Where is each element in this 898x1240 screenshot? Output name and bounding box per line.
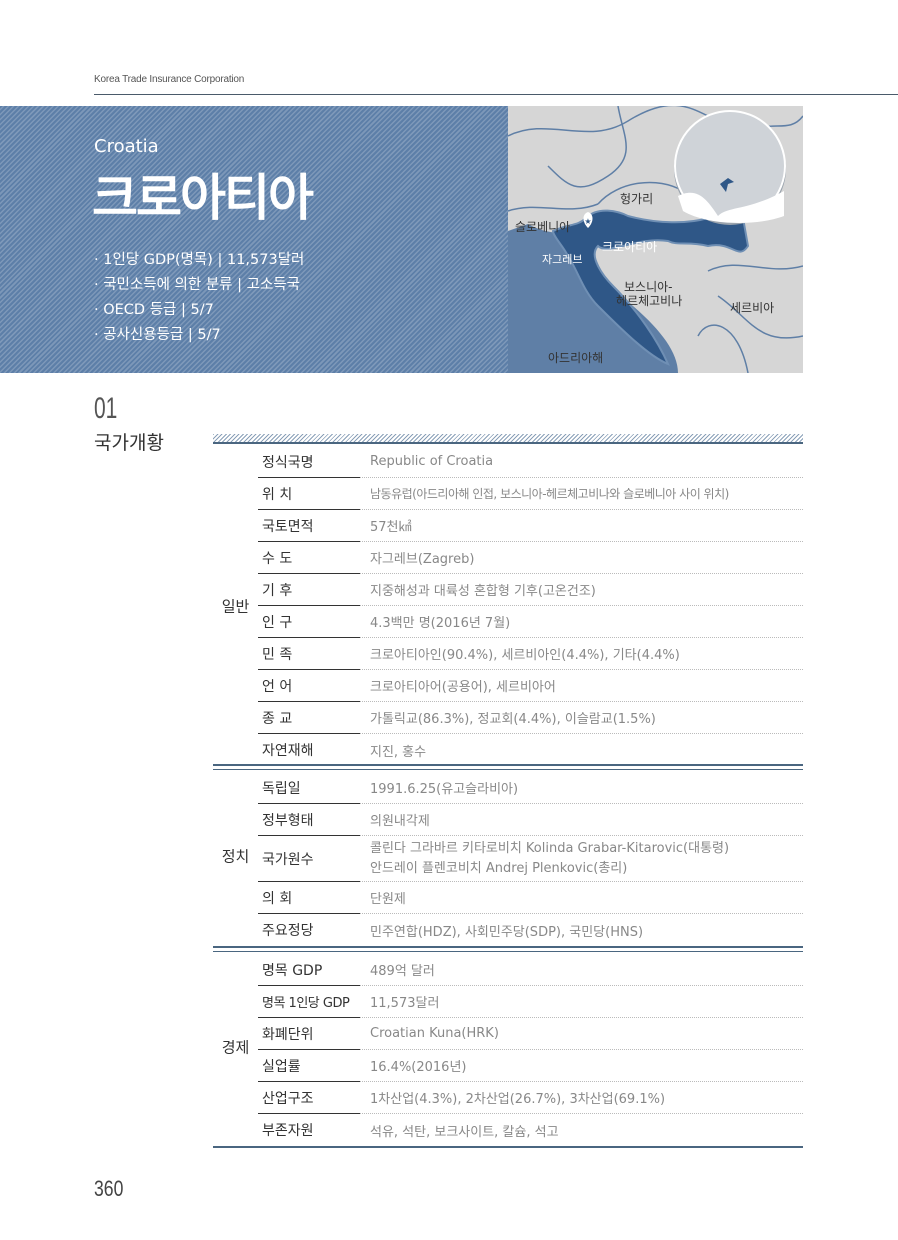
row-key: 부존자원 xyxy=(262,1123,314,1139)
table-row: 정식국명 Republic of Croatia xyxy=(258,446,803,478)
row-value: 지중해성과 대륙성 혼합형 기후(고온건조) xyxy=(360,574,803,606)
page-number: 360 xyxy=(94,1176,124,1201)
row-value: 남동유럽(아드리아해 인접, 보스니아-헤르체고비나와 슬로베니아 사이 위치) xyxy=(360,478,803,510)
table-row: 명목 1인당 GDP 11,573달러 xyxy=(258,986,803,1018)
row-value: 4.3백만 명(2016년 7월) xyxy=(360,606,803,638)
country-banner: Croatia 크로아티아 · 1인당 GDP(명목) | 11,573달러 ·… xyxy=(0,106,508,373)
row-key: 주요정당 xyxy=(262,923,314,939)
group-politics: 정치 독립일 1991.6.25(유고슬라비아) 정부형태 의원내각제 국가원수 콜린… xyxy=(213,764,803,946)
row-value: 크로아티아인(90.4%), 세르비아인(4.4%), 기타(4.4%) xyxy=(360,638,803,670)
table-row: 정부형태 의원내각제 xyxy=(258,804,803,836)
row-value: 11,573달러 xyxy=(360,986,803,1018)
row-key: 수 도 xyxy=(258,542,360,574)
table-row: 산업구조 1차산업(4.3%), 2차산업(26.7%), 3차산업(69.1%) xyxy=(258,1082,803,1114)
row-value: 1991.6.25(유고슬라비아) xyxy=(360,772,803,804)
label-serbia: 세르비아 xyxy=(730,301,775,315)
row-key: 국토면적 xyxy=(258,510,360,542)
row-key: 언 어 xyxy=(258,670,360,702)
country-name-en: Croatia xyxy=(94,136,159,157)
croatia-inset xyxy=(720,178,734,192)
key-facts: · 1인당 GDP(명목) | 11,573달러 · 국민소득에 의한 분류 |… xyxy=(94,248,304,348)
map-graphic: ★ xyxy=(508,106,803,373)
table-row: 위 치 남동유럽(아드리아해 인접, 보스니아-헤르체고비나와 슬로베니아 사이 … xyxy=(258,478,803,510)
president: 콜린다 그라바르 키타로비치 Kolinda Grabar-Kitarovic(… xyxy=(370,840,730,856)
organization-name: Korea Trade Insurance Corporation xyxy=(94,74,245,85)
row-value: 자그레브(Zagreb) xyxy=(360,542,803,574)
row-value: 57천㎢ xyxy=(360,510,803,542)
row-key: 정식국명 xyxy=(258,446,360,478)
row-value: Croatian Kuna(HRK) xyxy=(360,1018,803,1050)
label-slovenia: 슬로베니아 xyxy=(515,220,571,234)
table-row: 종 교 가톨릭교(86.3%), 정교회(4.4%), 이슬람교(1.5%) xyxy=(258,702,803,734)
row-value: 단원제 xyxy=(360,882,803,914)
zagreb-pin-icon: ★ xyxy=(583,212,593,228)
table-row: 명목 GDP 489억 달러 xyxy=(258,954,803,986)
row-key: 인 구 xyxy=(258,606,360,638)
table-row: 국토면적 57천㎢ xyxy=(258,510,803,542)
country-name-ko: 크로아티아 xyxy=(92,169,314,227)
row-key: 의 회 xyxy=(258,882,360,914)
group-general: 일반 정식국명 Republic of Croatia 위 치 남동유럽(아드리아해… xyxy=(213,446,803,766)
row-key: 위 치 xyxy=(258,478,360,510)
group-label: 정치 xyxy=(221,847,250,866)
croatia-territory xyxy=(551,209,750,366)
fact-gdp-per-capita: · 1인당 GDP(명목) | 11,573달러 xyxy=(94,252,305,268)
label-bosnia-2: 헤르체고비나 xyxy=(616,294,683,308)
group-label: 경제 xyxy=(221,1038,250,1057)
row-key: 정부형태 xyxy=(258,804,360,836)
row-key: 자연재해 xyxy=(262,743,314,759)
row-key: 민 족 xyxy=(258,638,360,670)
row-value: 석유, 석탄, 보크사이트, 칼슘, 석고 xyxy=(370,1124,559,1140)
group-economy: 경제 명목 GDP 489억 달러 명목 1인당 GDP 11,573달러 화폐단위… xyxy=(213,946,803,1148)
table-row: 자연재해 지진, 홍수 xyxy=(258,734,803,766)
row-value: 의원내각제 xyxy=(360,804,803,836)
table-row: 수 도 자그레브(Zagreb) xyxy=(258,542,803,574)
fact-oecd-grade: · OECD 등급 | 5/7 xyxy=(94,302,214,318)
row-value: 1차산업(4.3%), 2차산업(26.7%), 3차산업(69.1%) xyxy=(360,1082,803,1114)
row-key: 명목 1인당 GDP xyxy=(258,986,360,1018)
row-key: 기 후 xyxy=(258,574,360,606)
table-row: 실업률 16.4%(2016년) xyxy=(258,1050,803,1082)
table-row: 인 구 4.3백만 명(2016년 7월) xyxy=(258,606,803,638)
prime-minister: 안드레이 플렌코비치 Andrej Plenkovic(총리) xyxy=(370,860,628,876)
group-label: 일반 xyxy=(221,597,250,616)
row-key: 명목 GDP xyxy=(258,954,360,986)
row-value: 489억 달러 xyxy=(360,954,803,986)
fact-ksure-grade: · 공사신용등급 | 5/7 xyxy=(94,327,221,343)
label-hungary: 헝가리 xyxy=(620,192,654,206)
row-key: 독립일 xyxy=(258,772,360,804)
table-row: 언 어 크로아티아어(공용어), 세르비아어 xyxy=(258,670,803,702)
section-number: 01 xyxy=(94,392,118,425)
table-row: 국가원수 콜린다 그라바르 키타로비치 Kolinda Grabar-Kitaro… xyxy=(258,836,803,882)
table-row: 의 회 단원제 xyxy=(258,882,803,914)
table-row: 주요정당 민주연합(HDZ), 사회민주당(SDP), 국민당(HNS) xyxy=(258,914,803,946)
row-value: 크로아티아어(공용어), 세르비아어 xyxy=(360,670,803,702)
table-row: 화폐단위 Croatian Kuna(HRK) xyxy=(258,1018,803,1050)
row-value: 가톨릭교(86.3%), 정교회(4.4%), 이슬람교(1.5%) xyxy=(360,702,803,734)
table-row: 독립일 1991.6.25(유고슬라비아) xyxy=(258,772,803,804)
row-value: 민주연합(HDZ), 사회민주당(SDP), 국민당(HNS) xyxy=(370,924,644,940)
row-value: 지진, 홍수 xyxy=(370,744,427,760)
section-title: 국가개황 xyxy=(94,432,164,454)
fact-income-class: · 국민소득에 의한 분류 | 고소득국 xyxy=(94,277,300,293)
row-key: 종 교 xyxy=(258,702,360,734)
row-value: 콜린다 그라바르 키타로비치 Kolinda Grabar-Kitarovic(… xyxy=(360,836,803,882)
label-bosnia-1: 보스니아- xyxy=(624,280,673,294)
table-row: 기 후 지중해성과 대륙성 혼합형 기후(고온건조) xyxy=(258,574,803,606)
table-row: 민 족 크로아티아인(90.4%), 세르비아인(4.4%), 기타(4.4%) xyxy=(258,638,803,670)
section-hatch-rule xyxy=(213,434,803,444)
row-key: 산업구조 xyxy=(258,1082,360,1114)
location-map: ★ 헝가리 슬로베니아 크로아티아 자그레브 보스니아- 헤르체고비나 세르비아… xyxy=(508,106,803,373)
row-key: 화폐단위 xyxy=(258,1018,360,1050)
label-croatia: 크로아티아 xyxy=(602,240,658,254)
label-adriatic: 아드리아해 xyxy=(548,351,604,365)
row-key: 실업률 xyxy=(258,1050,360,1082)
row-value: Republic of Croatia xyxy=(360,446,803,478)
svg-text:★: ★ xyxy=(584,217,591,226)
row-key: 국가원수 xyxy=(258,836,360,882)
label-zagreb: 자그레브 xyxy=(542,253,583,266)
table-row: 부존자원 석유, 석탄, 보크사이트, 칼슘, 석고 xyxy=(258,1114,803,1146)
row-value: 16.4%(2016년) xyxy=(360,1050,803,1082)
header-rule xyxy=(94,94,898,95)
